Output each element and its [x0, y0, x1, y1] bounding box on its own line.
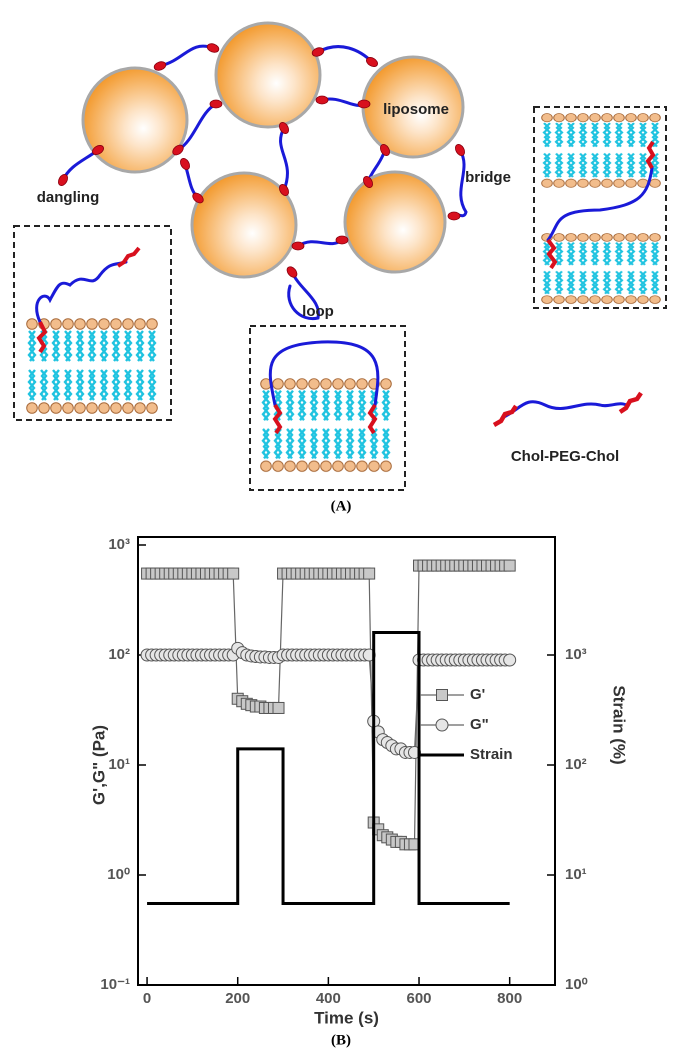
strand: [502, 402, 628, 418]
liposome: [345, 172, 445, 272]
x-tick-label: 200: [225, 990, 250, 1007]
legend-marker: [436, 719, 448, 731]
strand: [318, 47, 372, 62]
legend-marker: [437, 690, 448, 701]
caption: (B): [331, 1032, 351, 1048]
strand: [63, 150, 98, 180]
data-point: [504, 654, 516, 666]
liposome: [83, 68, 187, 172]
strand: [281, 128, 288, 190]
caption: (A): [331, 498, 352, 514]
y-tick-label: 10⁻¹: [100, 976, 130, 993]
legend-label: Strain: [470, 746, 513, 763]
label: Chol-PEG-Chol: [511, 448, 619, 465]
bilayer: [541, 233, 661, 304]
y-axis-label: G',G" (Pa): [89, 725, 108, 805]
x-tick-label: 400: [316, 990, 341, 1007]
y-tick-label: 10¹: [108, 756, 130, 773]
data-point: [364, 568, 375, 579]
series-line: [147, 566, 510, 845]
strand: [298, 240, 342, 246]
strand: [160, 46, 213, 66]
label: dangling: [37, 189, 100, 206]
data-point: [228, 568, 239, 579]
y-tick-label: 10⁰: [107, 866, 130, 883]
y2-tick-label: 10³: [565, 646, 587, 663]
legend-label: G': [470, 686, 485, 703]
y2-axis-label: Strain (%): [610, 685, 629, 764]
series-line: [147, 633, 510, 904]
x-tick-label: 600: [407, 990, 432, 1007]
legend-label: G": [470, 716, 489, 733]
strand: [37, 262, 126, 322]
liposome: [216, 23, 320, 127]
label: bridge: [465, 169, 511, 186]
y-tick-label: 10³: [108, 536, 130, 553]
y2-tick-label: 10⁰: [565, 976, 588, 993]
data-point: [273, 702, 284, 713]
anchor: [494, 406, 516, 425]
y2-tick-label: 10²: [565, 756, 587, 773]
y2-tick-label: 10¹: [565, 866, 587, 883]
y-tick-label: 10²: [108, 646, 130, 663]
diagram: dangling liposome bridge loop Chol-PEG-C…: [14, 23, 666, 514]
label: loop: [302, 303, 334, 320]
x-tick-label: 800: [497, 990, 522, 1007]
label: liposome: [383, 101, 449, 118]
x-tick-label: 0: [143, 990, 151, 1007]
chart: 10⁻¹ 10⁰ 10¹ 10² 10³ 10⁰ 10¹ 10² 10³ 0 200 400 600 80…: [89, 536, 628, 1048]
page: dangling liposome bridge loop Chol-PEG-C…: [0, 0, 681, 1053]
bilayer: [541, 113, 661, 188]
data-point: [504, 560, 515, 571]
anchor: [118, 248, 139, 266]
figure: dangling liposome bridge loop Chol-PEG-C…: [0, 0, 681, 1053]
x-axis-label: Time (s): [314, 1008, 379, 1027]
